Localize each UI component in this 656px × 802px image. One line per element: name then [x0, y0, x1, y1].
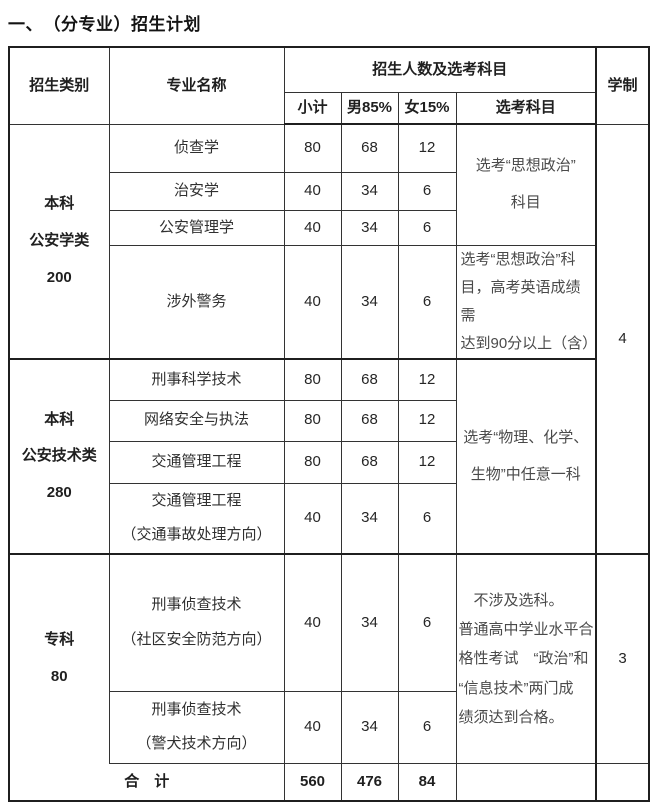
table-row: 网络安全与执法 80 68 12: [9, 399, 649, 442]
major-cell: 刑事科学技术: [108, 358, 285, 401]
col-header-female: 女15%: [397, 91, 457, 125]
male-cell: 68: [340, 399, 399, 442]
major-cell: 侦查学: [108, 123, 285, 173]
table-row: 治安学 40 34 6: [9, 171, 649, 211]
subtotal-cell: 80: [283, 440, 342, 484]
total-subjects-cell: [455, 762, 597, 802]
major-cell: 交通管理工程 （交通事故处理方向）: [108, 482, 285, 555]
category-cell: 本科 公安学类 200: [8, 123, 110, 360]
subtotal-cell: 40: [283, 553, 342, 692]
female-cell: 6: [397, 553, 457, 692]
male-cell: 34: [340, 553, 399, 692]
female-cell: 12: [397, 440, 457, 484]
female-cell: 6: [397, 482, 457, 555]
subjects-cell: 选考“思想政治”科 目，高考英语成绩需 达到90分以上（含）: [455, 245, 597, 360]
female-cell: 6: [397, 209, 457, 246]
total-female-cell: 84: [397, 762, 457, 802]
page-title: 一、 （分专业）招生计划: [8, 15, 201, 34]
male-cell: 34: [340, 482, 399, 555]
header-row-2: 小计 男85% 女15% 选考科目: [9, 91, 649, 125]
duration-cell: 3: [595, 553, 650, 764]
subtotal-cell: 40: [283, 209, 342, 246]
subtotal-cell: 80: [283, 399, 342, 442]
col-header-male: 男85%: [340, 91, 399, 125]
subtotal-cell: 80: [283, 358, 342, 401]
col-header-major: 专业名称: [108, 46, 285, 125]
enrollment-plan-table: 招生类别 专业名称 招生人数及选考科目 学制 小计 男85% 女15% 选考科目…: [8, 46, 651, 802]
table-row: 本科 公安技术类 280 刑事科学技术 80 68 12 选考“物理、化学、 生…: [8, 358, 649, 555]
major-cell: 治安学: [108, 171, 285, 211]
table-row: 刑事侦查技术 （警犬技术方向） 40 34 6: [9, 690, 649, 764]
female-cell: 12: [397, 358, 457, 401]
subtotal-cell: 40: [283, 482, 342, 555]
major-cell: 交通管理工程: [108, 440, 285, 484]
major-cell: 网络安全与执法: [108, 399, 285, 442]
total-label: 合 计: [8, 763, 285, 802]
table-row: 专科 80 刑事侦查技术 （社区安全防范方向） 40 34 6 不涉及选科。 普…: [8, 553, 650, 764]
duration-cell: 4: [595, 123, 650, 555]
total-subtotal-cell: 560: [283, 762, 342, 802]
total-duration-cell: [595, 762, 650, 802]
col-header-subjects: 选考科目: [455, 91, 597, 125]
subtotal-cell: 40: [283, 245, 342, 360]
col-header-enrollment-group: 招生人数及选考科目: [283, 46, 597, 93]
subtotal-cell: 80: [283, 123, 342, 173]
table-row: 公安管理学 40 34 6: [9, 209, 649, 246]
table-row: 涉外警务 40 34 6 选考“思想政治”科 目，高考英语成绩需 达到90分以上…: [9, 245, 649, 360]
total-male-cell: 476: [340, 762, 399, 802]
header-row-1: 招生类别 专业名称 招生人数及选考科目 学制: [8, 46, 650, 125]
male-cell: 34: [340, 171, 399, 211]
major-cell: 刑事侦查技术 （社区安全防范方向）: [108, 553, 285, 692]
table-row: 交通管理工程 （交通事故处理方向） 40 34 6: [9, 482, 649, 555]
female-cell: 12: [397, 123, 457, 173]
major-cell: 刑事侦查技术 （警犬技术方向）: [108, 690, 285, 764]
male-cell: 68: [340, 358, 399, 401]
subjects-cell: 不涉及选科。 普通高中学业水平合 格性考试 “政治”和 “信息技术”两门成 绩须…: [455, 553, 597, 764]
col-header-duration: 学制: [595, 46, 650, 125]
table-row: 本科 公安学类 200 侦查学 80 68 12 选考“思想政治” 科目 4: [8, 123, 650, 555]
male-cell: 34: [340, 690, 399, 764]
major-cell: 公安管理学: [108, 209, 285, 246]
male-cell: 34: [340, 245, 399, 360]
male-cell: 34: [340, 209, 399, 246]
col-header-subtotal: 小计: [283, 91, 342, 125]
subjects-cell: 选考“物理、化学、 生物”中任意一科: [455, 358, 597, 555]
female-cell: 6: [397, 171, 457, 211]
category-cell: 专科 80: [8, 553, 110, 764]
subtotal-cell: 40: [283, 171, 342, 211]
subtotal-cell: 40: [283, 690, 342, 764]
male-cell: 68: [340, 123, 399, 173]
category-cell: 本科 公安技术类 280: [8, 358, 110, 555]
male-cell: 68: [340, 440, 399, 484]
table-row: 交通管理工程 80 68 12: [9, 440, 649, 484]
col-header-category: 招生类别: [8, 46, 110, 125]
subjects-cell: 选考“思想政治” 科目: [455, 123, 597, 246]
female-cell: 6: [397, 245, 457, 360]
female-cell: 6: [397, 690, 457, 764]
major-cell: 涉外警务: [108, 245, 285, 360]
female-cell: 12: [397, 399, 457, 442]
total-row: 合 计 560 476 84: [8, 762, 650, 802]
